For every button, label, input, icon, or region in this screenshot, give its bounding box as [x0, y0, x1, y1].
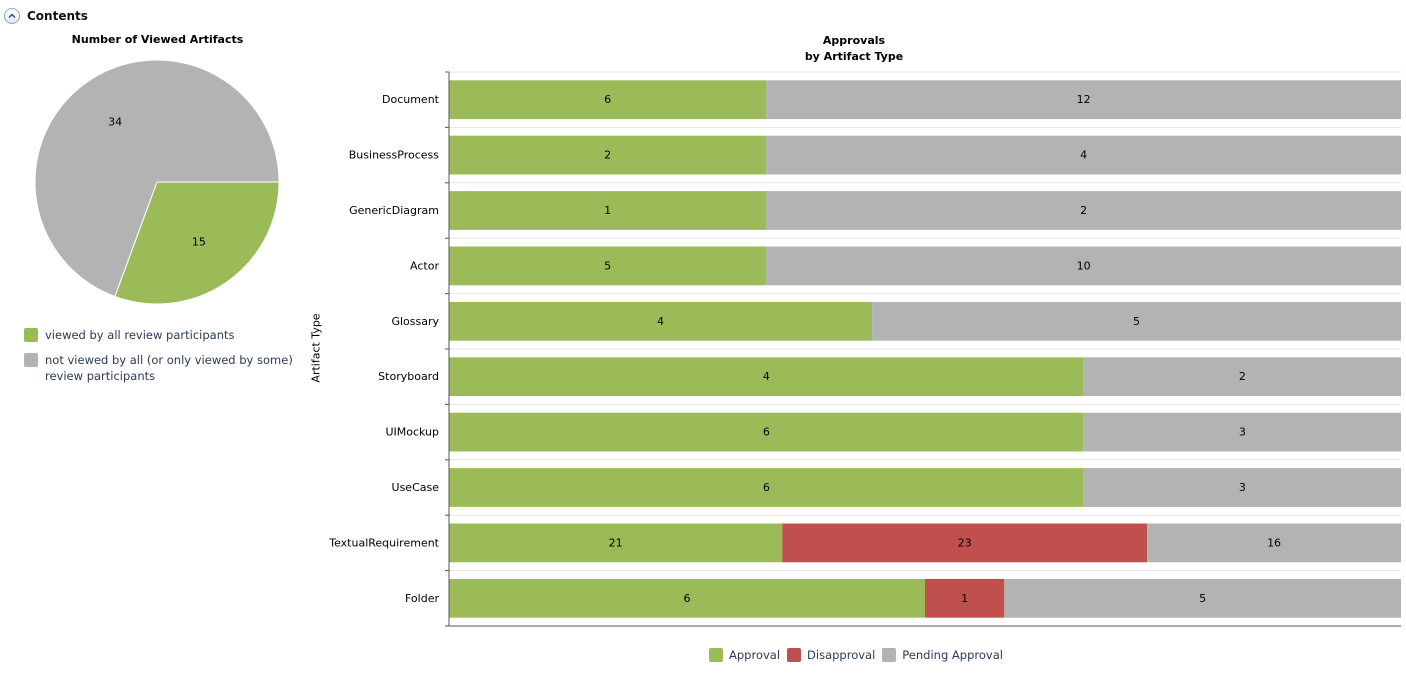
- legend-label-not-viewed: not viewed by all (or only viewed by som…: [45, 353, 293, 383]
- legend-label-approval: Approval: [729, 648, 781, 662]
- y-tick-label: Actor: [410, 259, 439, 272]
- bar-chart-title-line2: by Artifact Type: [804, 50, 904, 63]
- pie-slice-label-0: 15: [192, 236, 206, 249]
- y-tick-label: UIMockup: [385, 426, 439, 439]
- chevron-up-icon: [8, 13, 16, 19]
- bar-folder-pending-approval[interactable]: [1004, 578, 1401, 618]
- bar-actor-pending-approval[interactable]: [766, 246, 1401, 286]
- bar-value-label: 1: [604, 204, 611, 217]
- bar-value-label: 6: [763, 481, 770, 494]
- bar-document-approval[interactable]: [449, 80, 767, 120]
- collapse-toggle-button[interactable]: [4, 8, 20, 24]
- y-tick-label: TextualRequirement: [328, 536, 439, 549]
- bar-value-label: 21: [609, 536, 623, 549]
- legend-swatch-disapproval: [787, 648, 802, 662]
- legend-swatch-pending: [882, 648, 897, 662]
- legend-label-viewed: viewed by all review participants: [45, 328, 235, 342]
- bar-value-label: 4: [657, 315, 664, 328]
- bar-textualrequirement-approval[interactable]: [449, 523, 783, 563]
- bar-value-label: 16: [1267, 536, 1281, 549]
- y-tick-label: Storyboard: [378, 370, 439, 383]
- bar-textualrequirement-pending-approval[interactable]: [1147, 523, 1401, 563]
- bar-value-label: 2: [1239, 370, 1246, 383]
- pie-legend-item-viewed: viewed by all review participants: [24, 327, 309, 343]
- bar-usecase-approval[interactable]: [449, 468, 1084, 507]
- legend-swatch-approval: [709, 648, 723, 662]
- bar-uimockup-pending-approval[interactable]: [1083, 412, 1401, 452]
- pie-slice-label-1: 34: [108, 116, 122, 129]
- bar-genericdiagram-approval[interactable]: [449, 191, 767, 230]
- bar-businessprocess-pending-approval[interactable]: [766, 135, 1401, 175]
- pie-chart-title: Number of Viewed Artifacts: [71, 33, 244, 46]
- pie-slice-1[interactable]: [34, 59, 280, 298]
- bar-storyboard-approval[interactable]: [449, 357, 1084, 397]
- bar-storyboard-pending-approval[interactable]: [1083, 357, 1401, 397]
- y-tick-label: Folder: [405, 592, 439, 605]
- bar-value-label: 10: [1077, 259, 1091, 272]
- legend-label-pending: Pending Approval: [902, 648, 1003, 662]
- bar-value-label: 3: [1239, 481, 1246, 494]
- bar-value-label: 6: [763, 426, 770, 439]
- bar-textualrequirement-disapproval[interactable]: [782, 523, 1148, 563]
- y-tick-label: Document: [382, 93, 440, 106]
- y-tick-label: BusinessProcess: [349, 149, 440, 162]
- pie-slice-0[interactable]: [114, 181, 280, 305]
- section-header: Contents: [4, 6, 88, 26]
- y-tick-label: Glossary: [391, 315, 439, 328]
- bar-value-label: 5: [1199, 592, 1206, 605]
- bar-genericdiagram-pending-approval[interactable]: [766, 191, 1401, 230]
- pie-legend: viewed by all review participants not vi…: [24, 327, 309, 393]
- bar-value-label: 1: [961, 592, 968, 605]
- bar-folder-approval[interactable]: [449, 578, 925, 618]
- bar-legend-item-pending: Pending Approval: [882, 648, 1003, 662]
- bar-value-label: 4: [763, 370, 770, 383]
- bar-uimockup-approval[interactable]: [449, 412, 1084, 452]
- bar-value-label: 5: [1133, 315, 1140, 328]
- bar-value-label: 6: [684, 592, 691, 605]
- bar-folder-disapproval[interactable]: [925, 578, 1005, 618]
- bar-legend-item-approval: Approval: [709, 648, 780, 662]
- bar-value-label: 2: [1080, 204, 1087, 217]
- bar-chart-title-line1: Approvals: [822, 34, 886, 47]
- bar-value-label: 2: [604, 149, 611, 162]
- bar-legend-item-disapproval: Disapproval: [787, 648, 875, 662]
- bar-document-pending-approval[interactable]: [766, 80, 1401, 120]
- section-title: Contents: [27, 9, 88, 23]
- bar-businessprocess-approval[interactable]: [449, 135, 767, 175]
- y-tick-label: GenericDiagram: [349, 204, 439, 217]
- bar-value-label: 3: [1239, 426, 1246, 439]
- bar-actor-approval[interactable]: [449, 246, 767, 286]
- bar-glossary-pending-approval[interactable]: [872, 301, 1401, 341]
- y-tick-label: UseCase: [392, 481, 440, 494]
- bar-value-label: 23: [958, 536, 972, 549]
- legend-swatch-viewed: [24, 328, 38, 342]
- pie-legend-item-not-viewed: not viewed by all (or only viewed by som…: [24, 352, 309, 384]
- bar-chart-title: Approvals by Artifact Type: [700, 33, 1008, 65]
- bar-legend: Approval Disapproval Pending Approval: [709, 648, 1010, 662]
- bar-value-label: 4: [1080, 149, 1087, 162]
- bar-value-label: 5: [604, 259, 611, 272]
- bar-glossary-approval[interactable]: [449, 301, 873, 341]
- bar-value-label: 12: [1077, 93, 1091, 106]
- bar-value-label: 6: [604, 93, 611, 106]
- legend-label-disapproval: Disapproval: [807, 648, 876, 662]
- bar-usecase-pending-approval[interactable]: [1083, 468, 1401, 507]
- legend-swatch-not-viewed: [24, 353, 38, 367]
